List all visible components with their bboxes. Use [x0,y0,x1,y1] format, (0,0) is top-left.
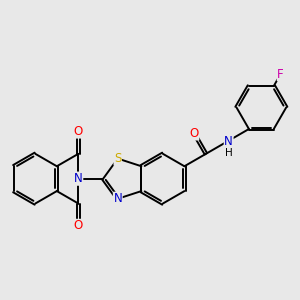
Text: F: F [277,68,284,81]
Text: S: S [114,152,122,165]
Text: N: N [113,192,122,205]
Text: O: O [74,125,83,138]
Text: N: N [74,172,83,185]
Text: O: O [74,219,83,232]
Text: N: N [224,135,233,148]
Text: O: O [190,127,199,140]
Text: H: H [225,148,232,158]
